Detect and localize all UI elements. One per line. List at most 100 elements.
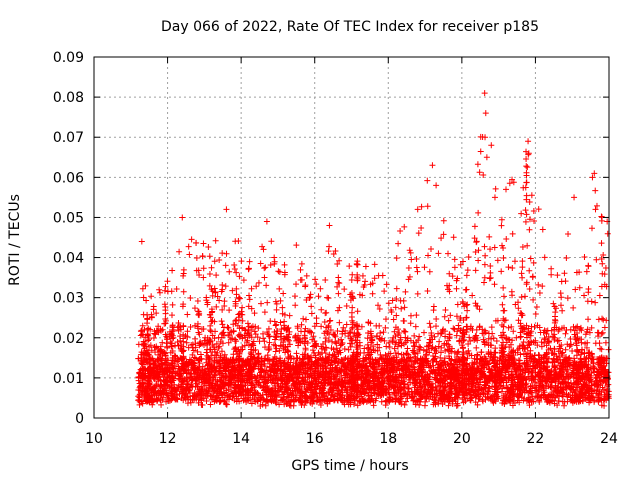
data-point <box>189 359 196 366</box>
data-point <box>139 400 146 407</box>
data-point <box>277 385 284 392</box>
data-point <box>398 340 405 347</box>
data-point <box>565 379 572 386</box>
data-point <box>374 347 381 354</box>
data-point <box>475 209 482 216</box>
data-point <box>601 324 608 331</box>
data-point <box>356 291 363 298</box>
data-point <box>222 283 229 290</box>
data-point <box>418 225 425 232</box>
data-point <box>367 328 374 335</box>
data-point <box>215 344 222 351</box>
data-point <box>487 342 494 349</box>
data-point <box>203 382 210 389</box>
data-point <box>566 343 573 350</box>
data-point <box>281 261 288 268</box>
data-point <box>254 358 261 365</box>
data-point <box>548 327 555 334</box>
data-point <box>200 240 207 247</box>
data-point <box>252 363 259 370</box>
data-point <box>151 384 158 391</box>
data-point <box>190 347 197 354</box>
data-point <box>545 355 552 362</box>
data-point <box>409 394 416 401</box>
data-point <box>150 375 157 382</box>
data-point <box>167 339 174 346</box>
data-point <box>516 362 523 369</box>
data-point <box>471 360 478 367</box>
data-point <box>522 367 529 374</box>
data-point <box>196 386 203 393</box>
data-point <box>317 285 324 292</box>
data-point <box>165 397 172 404</box>
data-point <box>255 279 262 286</box>
data-point <box>571 355 578 362</box>
data-point <box>253 375 260 382</box>
data-point <box>450 325 457 332</box>
data-point <box>576 284 583 291</box>
data-point <box>169 267 176 274</box>
data-point <box>485 360 492 367</box>
data-point <box>164 278 171 285</box>
data-point <box>519 381 526 388</box>
data-point <box>322 364 329 371</box>
data-point <box>501 398 508 405</box>
data-point <box>376 356 383 363</box>
data-point <box>598 389 605 396</box>
data-point <box>366 397 373 404</box>
data-point <box>334 395 341 402</box>
data-point <box>187 294 194 301</box>
data-point <box>180 322 187 329</box>
data-point <box>311 342 318 349</box>
data-point <box>567 380 574 387</box>
data-point <box>401 223 408 230</box>
data-point <box>309 400 316 407</box>
data-point <box>136 401 143 408</box>
data-point <box>596 370 603 377</box>
data-point <box>354 308 361 315</box>
data-point <box>330 384 337 391</box>
data-point <box>395 240 402 247</box>
data-point <box>402 288 409 295</box>
data-point <box>441 387 448 394</box>
data-point <box>393 339 400 346</box>
data-point <box>414 397 421 404</box>
data-point <box>414 350 421 357</box>
data-point <box>553 305 560 312</box>
data-point <box>332 248 339 255</box>
data-point <box>585 349 592 356</box>
data-point <box>593 387 600 394</box>
data-point <box>362 263 369 270</box>
data-point <box>543 330 550 337</box>
data-point <box>369 290 376 297</box>
data-point <box>346 263 353 270</box>
data-point <box>526 267 533 274</box>
data-point <box>190 392 197 399</box>
data-point <box>500 323 507 330</box>
data-point <box>392 324 399 331</box>
data-point <box>348 325 355 332</box>
data-point <box>258 300 265 307</box>
data-point <box>405 385 412 392</box>
data-point <box>407 320 414 327</box>
data-point <box>520 343 527 350</box>
data-point <box>398 385 405 392</box>
data-point <box>498 222 505 229</box>
data-point <box>466 334 473 341</box>
data-point <box>385 300 392 307</box>
data-point <box>522 376 529 383</box>
data-point <box>156 286 163 293</box>
data-point <box>586 329 593 336</box>
data-point <box>220 373 227 380</box>
data-point <box>582 356 589 363</box>
data-point <box>297 363 304 370</box>
data-point <box>593 256 600 263</box>
data-point <box>286 402 293 409</box>
data-point <box>445 250 452 257</box>
data-point <box>330 392 337 399</box>
data-point <box>291 293 298 300</box>
data-point <box>537 366 544 373</box>
data-point <box>334 390 341 397</box>
data-point <box>298 260 305 267</box>
data-point <box>398 393 405 400</box>
